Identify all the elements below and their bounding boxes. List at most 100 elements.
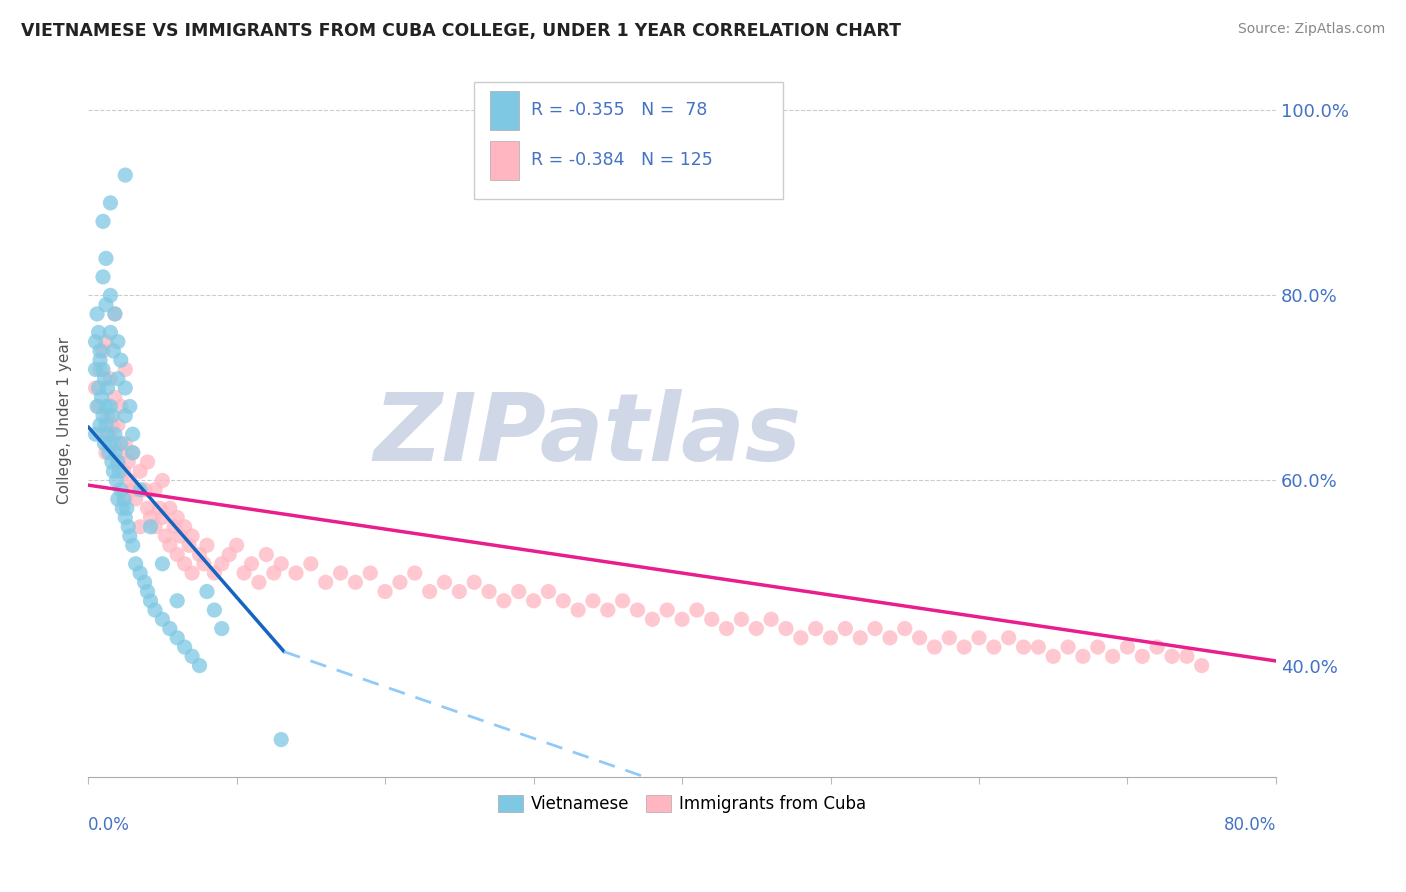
Point [211, 557, 233, 571]
Point [582, 594, 605, 608]
Point [114, 362, 136, 376]
Point [790, 631, 813, 645]
Point [419, 584, 441, 599]
Point [114, 409, 136, 423]
Point [1161, 649, 1184, 664]
Point [84, 334, 107, 349]
Point [111, 501, 134, 516]
Point [359, 566, 381, 580]
Point [114, 491, 136, 506]
Point [863, 622, 886, 636]
Text: Source: ZipAtlas.com: Source: ZipAtlas.com [1237, 22, 1385, 37]
Point [93, 436, 115, 450]
Point [87, 400, 110, 414]
Point [759, 612, 782, 626]
Point [91, 269, 114, 284]
Point [87, 381, 110, 395]
Point [1175, 649, 1198, 664]
Point [967, 631, 990, 645]
Point [567, 603, 589, 617]
Point [150, 474, 173, 488]
Point [1042, 649, 1064, 664]
Point [91, 343, 114, 358]
Point [124, 491, 146, 506]
FancyBboxPatch shape [489, 91, 519, 130]
Point [136, 501, 159, 516]
Point [159, 501, 181, 516]
Point [523, 594, 546, 608]
Point [139, 510, 162, 524]
Point [953, 640, 976, 654]
Point [110, 436, 132, 450]
Point [1101, 649, 1123, 664]
Point [91, 214, 114, 228]
Point [745, 622, 768, 636]
Point [134, 575, 156, 590]
Point [315, 575, 337, 590]
Point [820, 631, 842, 645]
Point [181, 649, 204, 664]
Point [834, 622, 856, 636]
Point [775, 622, 797, 636]
Point [143, 483, 166, 497]
Point [202, 566, 225, 580]
Point [112, 464, 135, 478]
Point [181, 529, 204, 543]
Point [596, 603, 619, 617]
Point [84, 362, 107, 376]
Point [134, 483, 156, 497]
Point [107, 417, 129, 432]
Point [101, 455, 124, 469]
Point [129, 464, 152, 478]
Point [100, 427, 122, 442]
Point [100, 436, 122, 450]
Point [114, 436, 136, 450]
Point [225, 538, 247, 552]
Point [1130, 649, 1153, 664]
Point [104, 307, 127, 321]
Point [103, 464, 125, 478]
Point [166, 548, 188, 562]
Point [908, 631, 931, 645]
Point [114, 168, 136, 182]
Point [100, 400, 122, 414]
Point [983, 640, 1005, 654]
Point [169, 529, 191, 543]
Point [96, 381, 118, 395]
Point [329, 566, 352, 580]
Point [195, 538, 218, 552]
Point [121, 483, 143, 497]
Point [148, 501, 170, 516]
Point [179, 538, 201, 552]
Text: 80.0%: 80.0% [1223, 816, 1277, 834]
Point [91, 409, 114, 423]
Point [1057, 640, 1080, 654]
Point [218, 548, 240, 562]
Point [94, 446, 117, 460]
Point [101, 409, 124, 423]
Point [626, 603, 648, 617]
Point [233, 566, 256, 580]
Point [173, 640, 195, 654]
Point [96, 427, 118, 442]
Point [115, 501, 138, 516]
Point [96, 409, 118, 423]
Point [104, 436, 127, 450]
Point [166, 631, 188, 645]
Point [94, 252, 117, 266]
Point [118, 529, 141, 543]
Point [299, 557, 322, 571]
Point [94, 298, 117, 312]
Point [449, 584, 471, 599]
Point [114, 510, 136, 524]
Point [730, 612, 752, 626]
Point [105, 474, 128, 488]
Point [104, 307, 127, 321]
Point [110, 400, 132, 414]
Point [139, 594, 162, 608]
Point [181, 566, 204, 580]
Point [285, 566, 308, 580]
Point [612, 594, 634, 608]
Point [159, 622, 181, 636]
Point [117, 455, 139, 469]
